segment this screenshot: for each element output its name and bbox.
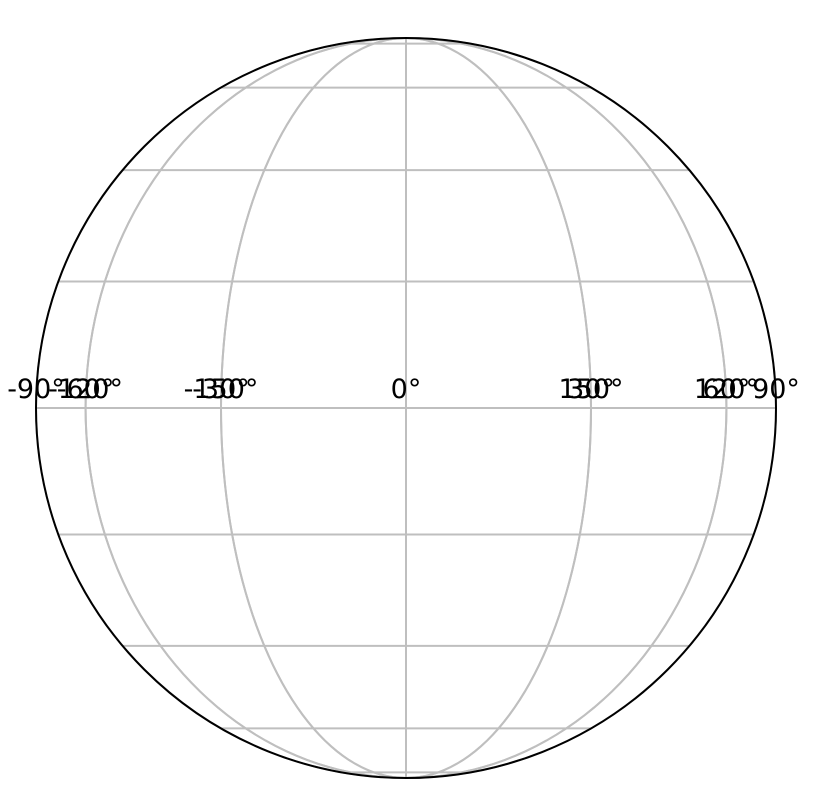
longitude-label: -30°: [192, 374, 250, 405]
longitude-label: 120°: [694, 374, 759, 405]
longitude-label: 0°: [391, 374, 422, 405]
longitude-label: 60°: [703, 374, 751, 405]
longitude-label: -60°: [57, 374, 115, 405]
meridian-line: [219, 37, 407, 779]
map-boundary: [35, 37, 777, 779]
meridian-line: [405, 37, 593, 779]
longitude-label: 90°: [752, 374, 800, 405]
longitude-label: -120°: [48, 374, 123, 405]
longitude-label: -90°: [7, 374, 65, 405]
longitude-label: 150°: [558, 374, 623, 405]
longitude-labels: -150° -120°-90°-60° -30° 0° 30° 60° 90°120° 150…: [7, 374, 800, 405]
longitude-label: -150°: [184, 374, 259, 405]
meridian-line: [405, 37, 728, 779]
meridian-line: [84, 37, 407, 779]
longitude-label: 30°: [567, 374, 615, 405]
